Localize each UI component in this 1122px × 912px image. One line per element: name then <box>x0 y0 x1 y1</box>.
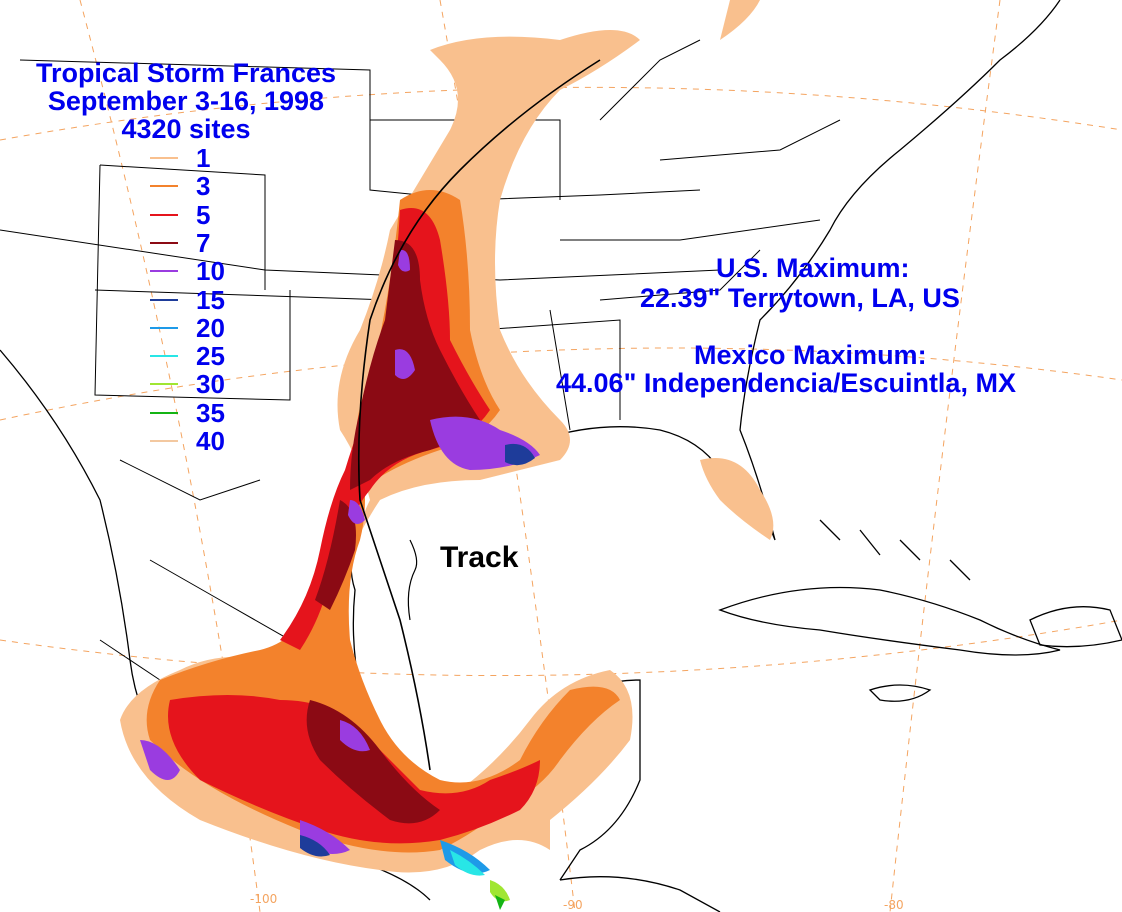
legend-item: 15 <box>150 287 240 313</box>
legend-swatch <box>150 355 178 358</box>
legend-item: 7 <box>150 230 240 256</box>
legend-item: 35 <box>150 400 240 426</box>
title-line-1: Tropical Storm Frances <box>35 58 337 88</box>
legend-value: 30 <box>196 369 225 400</box>
storm-track <box>357 59 601 771</box>
legend-swatch <box>150 298 178 301</box>
track-label: Track <box>440 541 519 574</box>
legend-swatch <box>150 157 178 159</box>
legend-value: 40 <box>196 426 225 456</box>
legend-item: 10 <box>150 258 240 284</box>
legend-item: 1 <box>150 145 240 171</box>
legend-swatch <box>150 326 178 329</box>
title-line-3: 4320 sites <box>121 114 251 144</box>
legend-value: 3 <box>196 171 211 202</box>
legend-value: 20 <box>196 312 225 343</box>
legend-item: 5 <box>150 202 240 228</box>
legend-value: 7 <box>196 227 211 258</box>
legend-swatch <box>150 270 178 273</box>
legend-item: 25 <box>150 343 240 369</box>
legend-swatch <box>150 185 178 188</box>
mx-max-value: 44.06" Independencia/Escuintla, MX <box>556 368 1016 398</box>
legend-value: 5 <box>196 199 211 230</box>
legend-item: 20 <box>150 315 240 341</box>
legend-value: 10 <box>196 256 225 287</box>
longitude-label: -100 <box>250 892 278 906</box>
mx-max-label: Mexico Maximum: <box>694 340 927 370</box>
us-max-label: U.S. Maximum: <box>716 253 910 283</box>
legend-value: 1 <box>196 143 211 173</box>
legend-swatch <box>150 213 178 216</box>
legend-swatch <box>150 440 178 442</box>
legend-swatch <box>150 241 178 244</box>
legend-item: 40 <box>150 428 240 454</box>
legend-item: 30 <box>150 371 240 397</box>
legend-value: 35 <box>196 397 225 428</box>
legend-value: 25 <box>196 341 225 372</box>
legend-swatch <box>150 411 178 414</box>
storm-track-branch <box>407 539 418 621</box>
longitude-label: -80 <box>884 898 904 912</box>
legend-value: 15 <box>196 284 225 315</box>
title-line-2: September 3-16, 1998 <box>47 86 325 116</box>
rainfall-shading <box>120 0 774 910</box>
us-max-value: 22.39" Terrytown, LA, US <box>640 283 960 313</box>
legend-swatch <box>150 383 178 386</box>
legend-item: 3 <box>150 173 240 199</box>
longitude-label: -90 <box>563 898 583 912</box>
